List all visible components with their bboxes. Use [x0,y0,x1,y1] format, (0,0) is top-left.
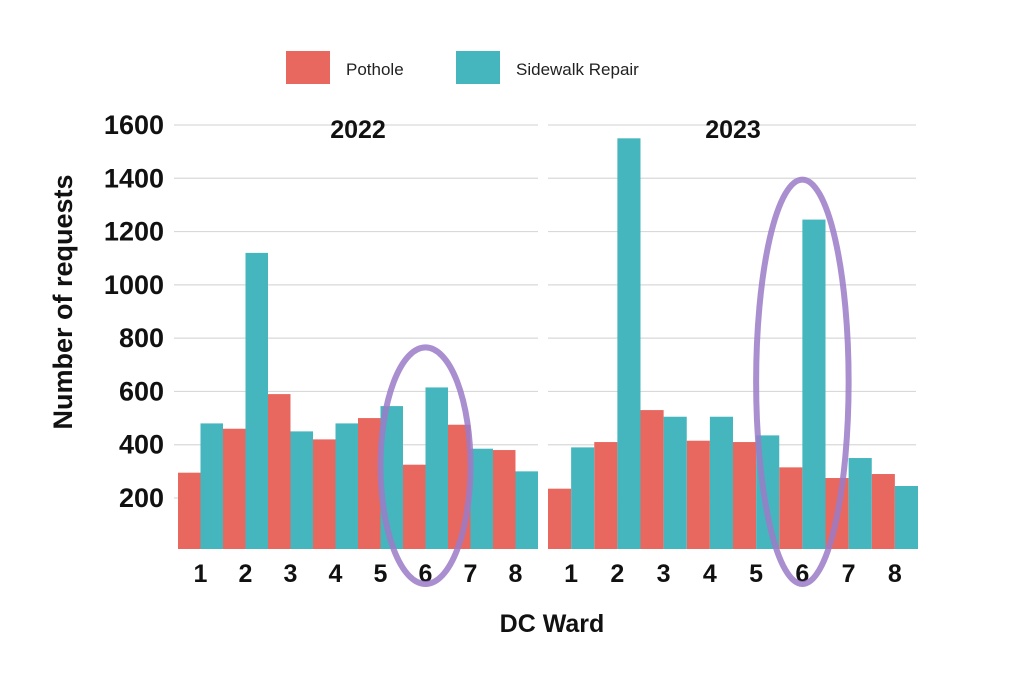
y-tick-label: 1400 [104,163,164,193]
bar-pothole [358,418,381,549]
bar-sidewalk-repair [848,458,872,549]
bar-pothole [733,442,757,549]
bar-pothole [640,410,664,549]
bar-pothole [313,439,336,549]
bar-pothole [779,467,803,549]
x-tick-label: 7 [464,560,478,588]
x-tick-label: 1 [194,560,208,588]
bar-sidewalk-repair [663,416,687,549]
x-tick-label: 4 [329,560,343,588]
bar-sidewalk-repair [470,448,493,549]
bar-sidewalk-repair [290,431,313,549]
bar-sidewalk-repair [515,471,538,549]
bar-pothole [178,472,201,549]
legend-label: Pothole [346,60,404,79]
bar-pothole [548,488,572,549]
bar-pothole [871,474,895,549]
bar-pothole [686,440,710,549]
y-tick-label: 400 [119,430,164,460]
y-tick-label: 1000 [104,270,164,300]
x-tick-label: 5 [374,560,388,588]
bar-pothole [493,450,516,549]
highlight-ellipse [753,176,852,587]
bar-pothole [223,428,246,549]
x-axis-label: DC Ward [500,610,605,638]
highlight-ellipse [377,344,474,587]
bar-pothole [594,442,618,549]
bar-sidewalk-repair [894,486,918,549]
bar-sidewalk-repair [617,138,641,550]
x-tick-label: 3 [657,560,671,588]
panel-title: 2022 [330,116,386,144]
x-tick-label: 3 [284,560,298,588]
bar-pothole [403,464,426,549]
y-tick-label: 1200 [104,217,164,247]
x-tick-label: 2 [239,560,253,588]
panel-title: 2023 [705,116,761,144]
bar-sidewalk-repair [425,387,448,549]
y-tick-label: 600 [119,376,164,406]
y-tick-label: 200 [119,483,164,513]
y-tick-label: 1600 [104,110,164,140]
bar-sidewalk-repair [335,423,358,549]
bar-sidewalk-repair [571,447,595,549]
x-tick-label: 8 [888,560,902,588]
bar-pothole [268,394,291,549]
legend-swatch [456,51,500,84]
x-tick-label: 4 [703,560,717,588]
x-tick-label: 7 [842,560,856,588]
legend-swatch [286,51,330,84]
x-tick-label: 8 [509,560,523,588]
bar-sidewalk-repair [200,423,223,549]
bar-sidewalk-repair [245,252,268,549]
bar-sidewalk-repair [709,416,733,549]
x-tick-label: 2 [610,560,624,588]
x-tick-label: 5 [749,560,763,588]
x-tick-label: 1 [564,560,578,588]
y-tick-label: 800 [119,323,164,353]
bar-sidewalk-repair [802,219,826,549]
legend-label: Sidewalk Repair [516,60,639,79]
y-axis-label: Number of requests [48,174,78,429]
